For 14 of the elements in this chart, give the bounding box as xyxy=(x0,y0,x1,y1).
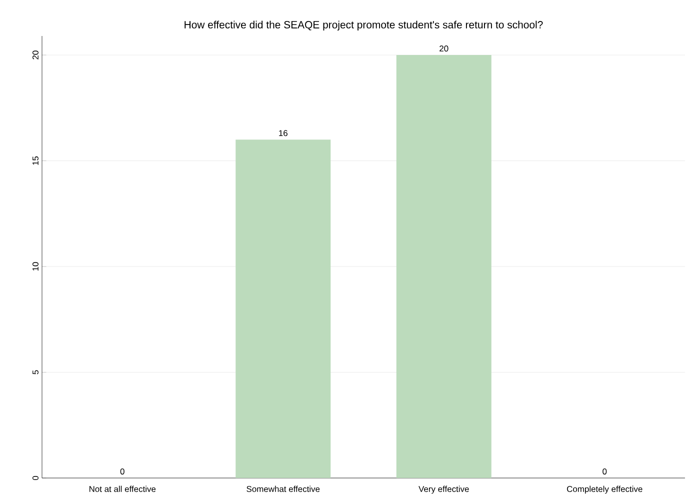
data-label: 0 xyxy=(120,468,124,474)
data-label: 0 xyxy=(602,468,607,474)
y-tick-label: 15 xyxy=(32,156,38,165)
y-tick-label: 5 xyxy=(32,370,38,374)
chart-title: How effective did the SEAQE project promote student's safe return to school? xyxy=(184,20,543,30)
x-tick-label: Completely effective xyxy=(567,486,642,494)
y-tick-label: 0 xyxy=(32,476,38,480)
y-tick-label: 10 xyxy=(32,262,38,271)
x-tick-label: Not at all effective xyxy=(89,486,156,492)
data-label: 20 xyxy=(440,46,448,52)
x-tick-label: Very effective xyxy=(418,486,469,494)
x-tick-label: Somewhat effective xyxy=(246,486,320,492)
data-label: 16 xyxy=(279,130,288,136)
y-tick-label: 20 xyxy=(32,50,38,60)
